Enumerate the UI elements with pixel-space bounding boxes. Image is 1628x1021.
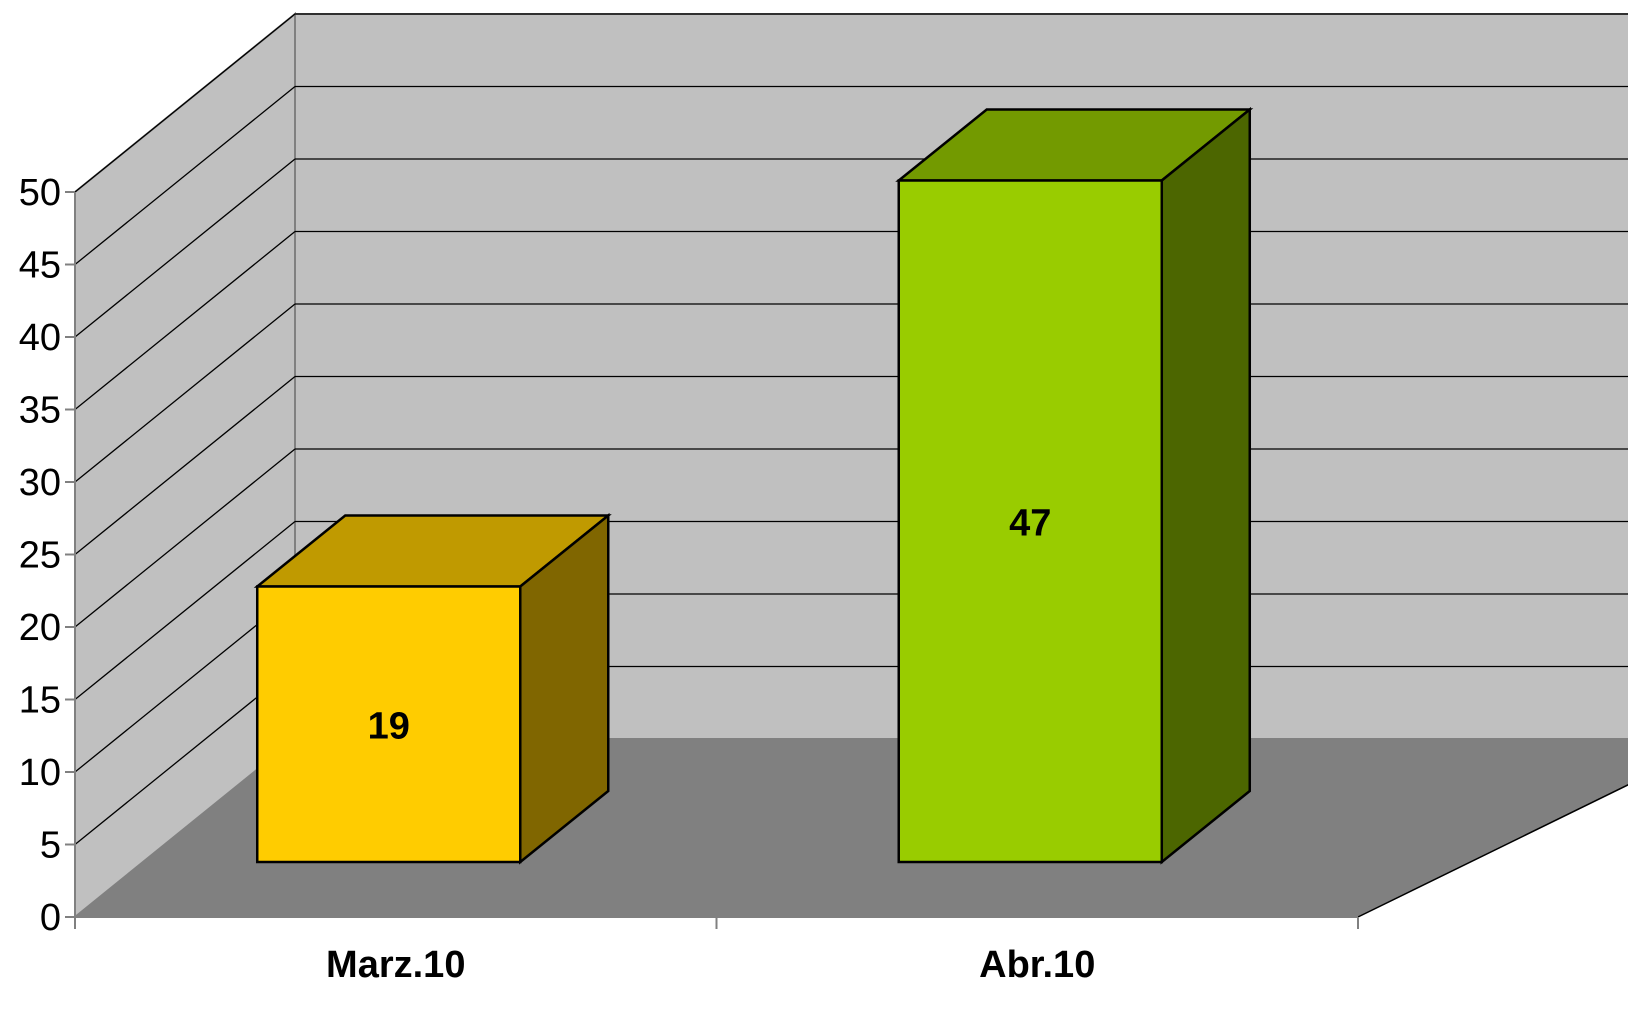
gridline-side — [74, 448, 296, 628]
gridline-side — [74, 13, 296, 193]
y-axis-tick-labels: 0 5 10 15 20 25 30 35 40 45 50 — [19, 172, 61, 939]
x-category-label: Marz.10 — [326, 944, 465, 986]
y-tick-label: 10 — [19, 752, 61, 794]
bar-Abr.10: 47 — [895, 106, 1254, 865]
floor-edge — [1357, 784, 1628, 918]
bar-front — [255, 585, 522, 864]
y-tick-label: 40 — [19, 317, 61, 359]
gridline-side — [74, 230, 296, 411]
y-tick-label: 0 — [40, 897, 61, 939]
x-axis-category-labels: Marz.10 Abr.10 — [326, 944, 1095, 986]
y-tick-label: 35 — [19, 390, 61, 432]
gridline-side — [74, 85, 296, 266]
data-label: 47 — [1009, 502, 1051, 544]
y-tick-label: 50 — [19, 172, 61, 214]
gridline-side — [74, 520, 296, 701]
bar-Marz.10: 19 — [253, 512, 612, 865]
x-category-label: Abr.10 — [979, 944, 1095, 986]
data-label: 19 — [368, 705, 410, 747]
bar-front — [897, 179, 1164, 864]
y-tick-label: 30 — [19, 462, 61, 504]
y-tick-label: 25 — [19, 535, 61, 577]
y-tick-label: 15 — [19, 680, 61, 722]
y-tick-label: 45 — [19, 245, 61, 287]
bar-side — [1160, 106, 1252, 865]
y-tick-label: 5 — [40, 825, 61, 867]
gridline-side — [74, 375, 296, 556]
axes — [65, 191, 1359, 929]
gridline-side — [74, 303, 296, 483]
gridline-side — [74, 158, 296, 338]
y-tick-label: 20 — [19, 607, 61, 649]
